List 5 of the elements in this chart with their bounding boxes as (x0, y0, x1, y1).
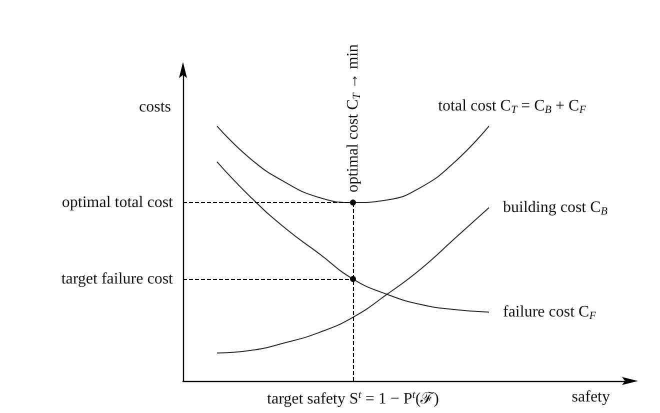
y-axis-title: costs (139, 98, 171, 116)
ref-line-label: optimal total cost (62, 194, 174, 212)
annotation: optimal cost CT → min (344, 44, 363, 193)
ref-line-label: target failure cost (61, 270, 174, 288)
x-axis-title: safety (572, 388, 610, 406)
